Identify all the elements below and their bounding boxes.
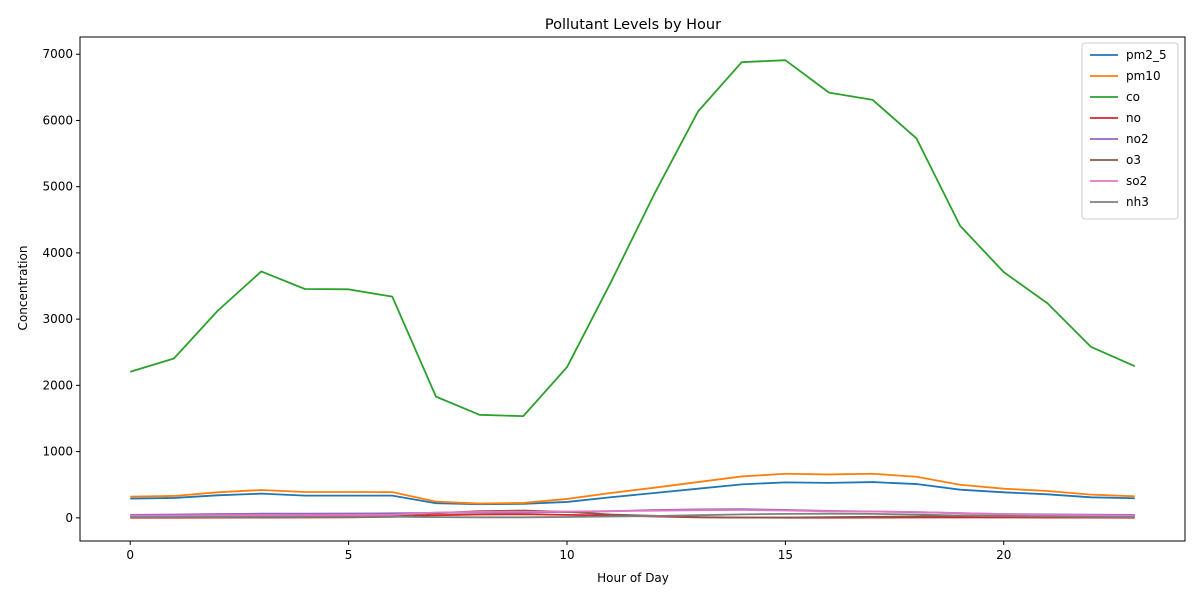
y-tick-label: 4000 xyxy=(42,246,73,260)
y-tick-label: 0 xyxy=(65,511,73,525)
legend-label-o3: o3 xyxy=(1126,153,1141,167)
y-tick-label: 2000 xyxy=(42,378,73,392)
y-tick-label: 7000 xyxy=(42,47,73,61)
legend-label-no2: no2 xyxy=(1126,132,1149,146)
legend: pm2_5 pm10 co no no2 o3 so2 nh3 xyxy=(1081,42,1179,220)
series-line-co xyxy=(129,59,1136,418)
series-line-pm10 xyxy=(130,472,1135,505)
x-tick-label: 15 xyxy=(778,548,793,562)
legend-label-no: no xyxy=(1126,111,1141,125)
series-line-so2 xyxy=(130,509,1135,517)
series-line-nh3 xyxy=(130,512,1135,519)
legend-label-pm2_5: pm2_5 xyxy=(1126,48,1167,62)
legend-label-so2: so2 xyxy=(1126,174,1147,188)
chart-title: Pollutant Levels by Hour xyxy=(545,17,721,33)
x-tick-label: 5 xyxy=(345,548,353,562)
plot-frame xyxy=(79,36,1186,542)
y-tick-label: 1000 xyxy=(42,445,73,459)
x-axis-label: Hour of Day xyxy=(597,571,669,585)
y-axis-label: Concentration xyxy=(16,246,30,331)
y-tick-label: 3000 xyxy=(42,312,73,326)
plot-area: 0 5 10 15 20 0 1000 2000 3000 4000 5000 6000 7000 xyxy=(42,36,1186,562)
x-tick-label: 10 xyxy=(559,548,574,562)
legend-label-co: co xyxy=(1126,90,1140,104)
x-tick-label: 0 xyxy=(126,548,134,562)
series-line-pm2_5 xyxy=(130,481,1135,506)
legend-box xyxy=(1081,42,1179,220)
legend-label-pm10: pm10 xyxy=(1126,69,1161,83)
x-tick-label: 20 xyxy=(996,548,1011,562)
y-tick-label: 5000 xyxy=(42,180,73,194)
legend-label-nh3: nh3 xyxy=(1126,195,1149,209)
y-tick-label: 6000 xyxy=(42,113,73,127)
